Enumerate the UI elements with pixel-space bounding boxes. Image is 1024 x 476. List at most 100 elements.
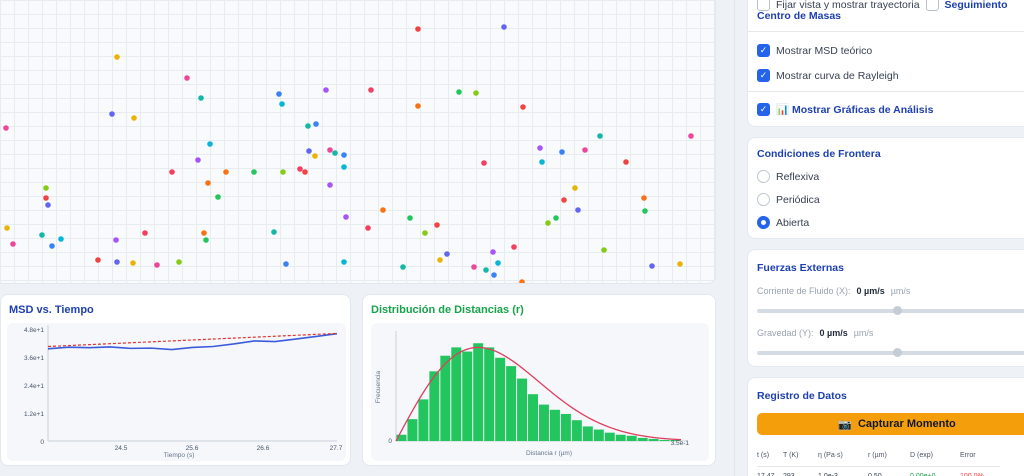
particle [203, 237, 209, 243]
flow-slider-thumb[interactable] [893, 306, 902, 315]
particle [456, 89, 462, 95]
checkbox-checked-icon[interactable]: ✓ [757, 103, 770, 116]
msd-theory-line [47, 332, 338, 348]
histogram-bar [582, 426, 593, 441]
particle [483, 267, 489, 273]
particle [95, 257, 101, 263]
col-header: η (Pa·s) [818, 452, 843, 460]
y-tick-label: 0 [40, 439, 44, 446]
particle [519, 279, 525, 283]
gravity-slider[interactable] [757, 348, 1024, 357]
radio-icon[interactable] [757, 170, 770, 183]
particle [283, 261, 289, 267]
particle [688, 133, 694, 139]
check-row-analysis[interactable]: ✓ 📊 Mostrar Gráficas de Análisis [757, 103, 933, 116]
particle [205, 180, 211, 186]
particle [400, 264, 406, 270]
particle [434, 222, 440, 228]
particle [572, 185, 578, 191]
check-label: Mostrar curva de Rayleigh [776, 69, 899, 82]
checkbox-checked-icon[interactable]: ✓ [757, 44, 770, 57]
histogram-bar [451, 347, 462, 441]
particle [641, 195, 647, 201]
particle [4, 225, 10, 231]
y-axis-label: Frecuencia [375, 371, 382, 404]
histogram-bar [560, 413, 571, 441]
capture-button[interactable]: 📷 Capturar Momento [757, 413, 1024, 435]
histogram-bar [528, 394, 538, 441]
histogram-bar [418, 399, 429, 441]
particle [501, 24, 507, 30]
particle [341, 164, 347, 170]
tracking-checkbox[interactable] [925, 0, 939, 11]
checkbox-checked-icon[interactable]: ✓ [757, 69, 770, 82]
cell: 17.47 [757, 465, 783, 476]
gravity-value: 0 µm/s [819, 328, 848, 338]
histogram-bar [539, 404, 549, 441]
radio-selected-icon[interactable] [757, 216, 770, 229]
boundary-title: Condiciones de Frontera [757, 148, 881, 160]
particle [582, 147, 588, 153]
particle [341, 152, 347, 158]
msd-measured-line [47, 332, 338, 351]
particle [184, 75, 190, 81]
radio-abierta[interactable]: Abierta [757, 216, 809, 229]
particle [43, 195, 49, 201]
cell: 293 [783, 465, 818, 476]
y-tick-label: 0 [388, 438, 392, 445]
particle [109, 111, 115, 117]
y-tick-label: 2.4e+1 [24, 383, 44, 390]
panel-divider [734, 0, 735, 476]
particle [297, 166, 303, 172]
forces-title: Fuerzas Externas [757, 262, 844, 274]
radio-reflexiva[interactable]: Reflexiva [757, 170, 819, 183]
cell: 0.50 [868, 465, 910, 476]
radio-periodica[interactable]: Periódica [757, 193, 820, 206]
histogram-bar [517, 378, 528, 441]
particle [154, 262, 160, 268]
check-row-msd[interactable]: ✓ Mostrar MSD teórico [757, 44, 872, 57]
particle [437, 257, 443, 263]
flow-slider[interactable] [757, 306, 1024, 315]
particle [623, 159, 629, 165]
particle [323, 87, 329, 93]
lock-view-checkbox[interactable] [757, 0, 770, 11]
radio-label: Periódica [776, 193, 820, 206]
table-row: 17.47 293 1.0e-3 0.50 0.00e+0 100.0% [757, 465, 1000, 476]
particle [341, 259, 347, 265]
particle [201, 230, 207, 236]
particle [407, 215, 413, 221]
cell: 100.0% [960, 465, 1000, 476]
particle [305, 123, 311, 129]
y-tick-label: 1.2e+1 [24, 411, 44, 418]
x-tick-label: 24.5 [115, 445, 128, 452]
particle [601, 247, 607, 253]
table-header-row: t (s) T (K) η (Pa·s) r (µm) D (exp) Erro… [757, 446, 1000, 466]
histogram-bar [659, 439, 670, 441]
data-log-card: Registro de Datos 📷 Capturar Momento t (… [747, 377, 1024, 476]
simulation-canvas[interactable] [0, 0, 716, 284]
radio-icon[interactable] [757, 193, 770, 206]
histogram-bar [429, 371, 440, 441]
particle [198, 95, 204, 101]
particle [415, 103, 421, 109]
histogram-bar [571, 420, 582, 441]
x-tick-label: 26.6 [257, 445, 270, 452]
camera-icon: 📷 [838, 418, 852, 431]
gravity-slider-thumb[interactable] [893, 348, 902, 357]
particle [279, 101, 285, 107]
histogram-bar [670, 439, 681, 441]
cell: 0.00e+0 [910, 465, 960, 476]
particle [313, 121, 319, 127]
particle [169, 169, 175, 175]
particle [559, 149, 565, 155]
particle [312, 153, 318, 159]
histogram-bar [473, 343, 484, 441]
gravity-label-row: Gravedad (Y): 0 µm/s µm/s [757, 328, 873, 338]
particle [195, 157, 201, 163]
particle [520, 104, 526, 110]
y-tick-label: 3.6e+1 [24, 355, 44, 362]
col-header: T (K) [783, 452, 799, 460]
check-row-rayleigh[interactable]: ✓ Mostrar curva de Rayleigh [757, 69, 899, 82]
histogram-bar [462, 351, 473, 441]
